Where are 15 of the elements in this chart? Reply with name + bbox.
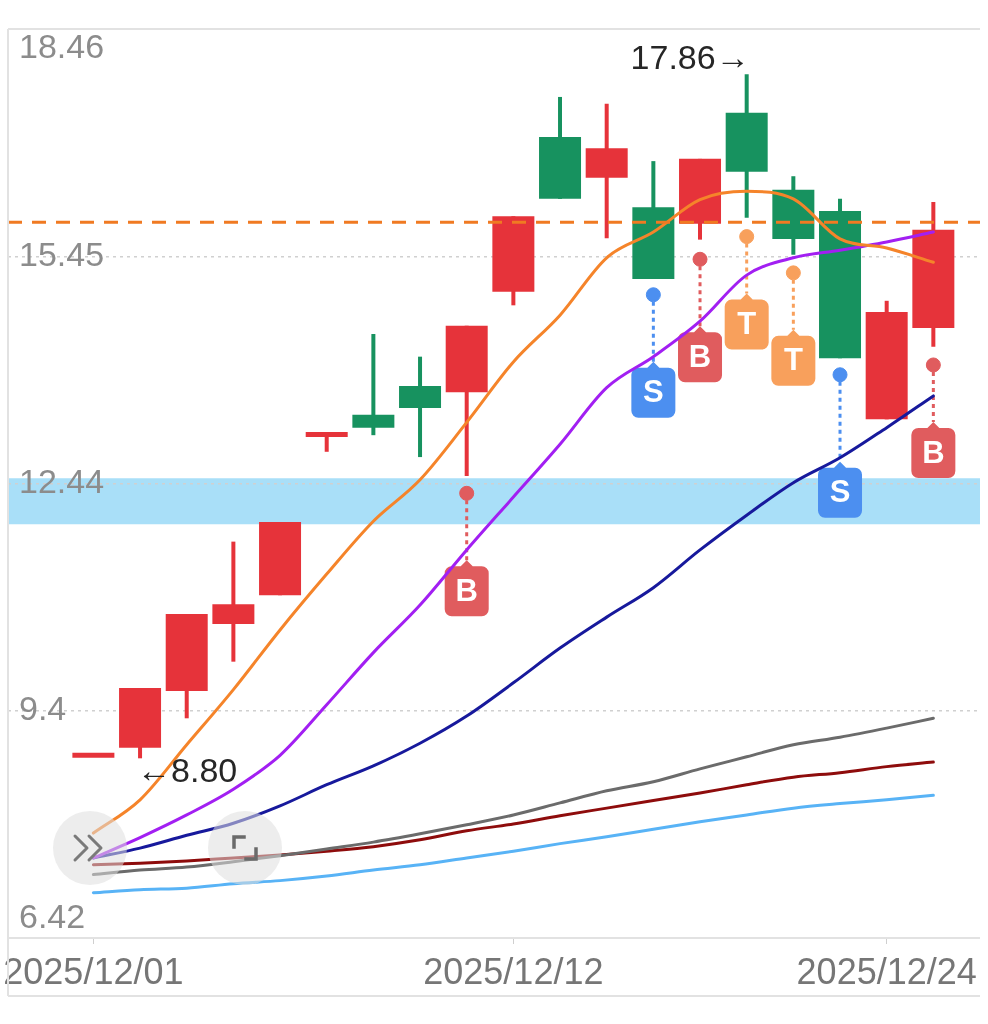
y-tick-label: 15.45 — [19, 234, 105, 273]
x-tick-label: 2025/12/01 — [3, 950, 184, 992]
data-label: S — [643, 374, 664, 410]
y-tick-label: 6.42 — [19, 897, 86, 936]
data-label: T — [737, 306, 757, 342]
data-label: B — [688, 338, 712, 374]
data-label: B — [922, 434, 945, 470]
annotation: 17.86→ — [630, 37, 750, 76]
data-label: B — [455, 572, 478, 608]
data-label: S — [829, 474, 851, 510]
data-label: T — [783, 342, 803, 378]
x-tick-label: 2025/12/12 — [423, 950, 604, 992]
y-tick-label: 18.46 — [19, 27, 105, 66]
x-tick-label: 2025/12/24 — [796, 950, 977, 992]
y-tick-label: 9.4 — [19, 689, 67, 728]
